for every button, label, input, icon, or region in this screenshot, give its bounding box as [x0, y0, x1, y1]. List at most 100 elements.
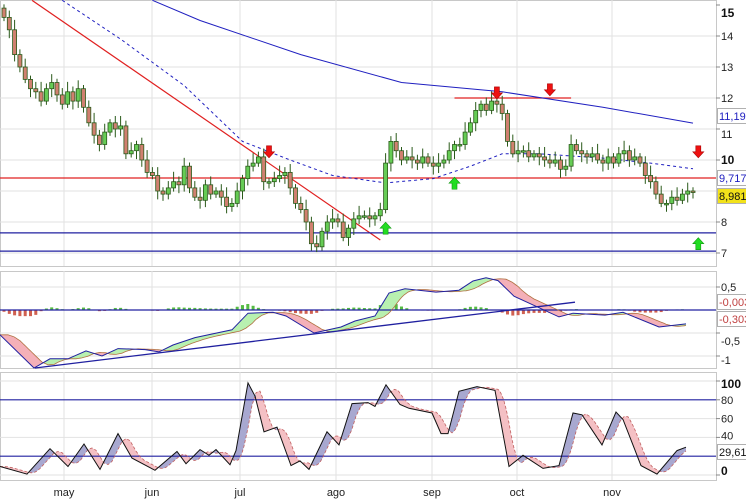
stochastic-fill — [583, 413, 606, 445]
macd-value: -0,003 — [719, 297, 746, 309]
candle — [171, 181, 177, 189]
macd-histogram-bar — [230, 308, 234, 310]
candle — [361, 215, 367, 218]
macd-histogram-bar — [654, 310, 658, 313]
candle — [160, 190, 166, 195]
stochastic-fill — [482, 387, 518, 467]
month-label: oct — [510, 487, 525, 499]
stochastic-k-line — [0, 381, 687, 475]
stochastic-fill — [88, 448, 104, 470]
stochastic-panel — [0, 381, 716, 475]
macd-histogram-bar — [543, 310, 547, 313]
macd-signal-line — [0, 278, 687, 366]
candle — [627, 150, 632, 161]
macd-histogram-bar — [347, 307, 350, 310]
stochastic-fill — [528, 457, 551, 469]
macd-histogram-bar — [400, 306, 403, 310]
candle — [197, 196, 203, 201]
macd-histogram-bar — [18, 310, 22, 317]
candle — [377, 209, 383, 217]
candle — [75, 88, 81, 102]
macd-signal-value-box — [717, 311, 746, 327]
month-label: jun — [144, 487, 160, 499]
macd-histogram-bar — [246, 303, 250, 310]
macd-histogram-bar — [119, 307, 123, 310]
candle — [414, 159, 420, 164]
price-axis-label: 10 — [721, 153, 735, 167]
candle — [330, 218, 336, 223]
candle — [483, 103, 489, 111]
candle — [144, 159, 150, 173]
moving-average-long — [152, 0, 694, 124]
macd-histogram-bar — [659, 310, 663, 313]
candle — [605, 156, 611, 164]
ma-long-value: 11,19 — [719, 111, 746, 123]
stochastic-fill — [104, 433, 123, 465]
candle — [187, 165, 192, 189]
candle — [12, 29, 18, 55]
candle — [367, 215, 373, 220]
candle — [420, 156, 426, 164]
stochastic-fill — [55, 451, 72, 467]
axes: 15 14 13 12 11 10 8 7 0,5 -0,5 -1 100 80 60 40 0 may jun j… — [54, 4, 746, 499]
macd-histogram-bar — [166, 308, 170, 310]
macd-histogram-bar — [474, 306, 478, 310]
stochastic-fill — [606, 412, 623, 440]
macd-axis-label: -0,5 — [721, 336, 740, 348]
candle — [637, 156, 643, 164]
price-axis-label: 8 — [721, 217, 727, 229]
candle — [595, 153, 600, 161]
stochastic-d-line — [0, 386, 687, 474]
ma-long-value-box — [717, 108, 746, 124]
candle — [467, 122, 473, 133]
month-label: may — [54, 487, 75, 499]
candle — [515, 150, 521, 155]
candle — [632, 156, 638, 161]
macd-histogram-bar — [219, 308, 223, 310]
candle — [478, 103, 484, 111]
candle — [531, 153, 537, 158]
candle — [457, 144, 463, 147]
stochastic-fill — [333, 435, 342, 445]
candle — [38, 91, 44, 102]
macd-histogram-bar — [373, 308, 377, 310]
macd-fill — [444, 277, 494, 292]
price-axis-label: 14 — [721, 31, 733, 43]
candle — [266, 181, 272, 184]
macd-fill — [44, 350, 95, 365]
macd-histogram-bar — [288, 310, 292, 313]
macd-histogram-bar — [352, 307, 356, 310]
month-label: nov — [603, 487, 621, 499]
candle — [303, 209, 309, 223]
macd-histogram-bar — [241, 305, 244, 310]
macd-histogram-bar — [55, 308, 59, 310]
macd-histogram-bar — [283, 310, 287, 312]
candle — [558, 159, 563, 170]
macd-histogram-bar — [331, 308, 335, 310]
month-label: ago — [327, 487, 345, 499]
macd-histogram-bar — [527, 310, 531, 314]
macd-signal-value: -0,303 — [719, 314, 746, 326]
candle — [441, 159, 447, 164]
candle — [685, 190, 691, 195]
candle — [261, 156, 267, 183]
candle — [589, 153, 595, 158]
candle — [308, 221, 314, 245]
sell-arrow-icon — [543, 83, 557, 97]
last-price-value: 8,981 — [719, 191, 746, 203]
candle — [28, 79, 33, 90]
macd-histogram-bar — [368, 308, 372, 310]
candle — [340, 221, 346, 238]
sell-arrow-icon — [262, 145, 276, 159]
macd-axis-label: -1 — [721, 355, 731, 367]
candle — [616, 153, 622, 164]
stochastic-fill — [233, 382, 256, 461]
macd-histogram-bar — [299, 310, 303, 314]
price-axis-label: 7 — [721, 248, 727, 260]
candle — [404, 156, 410, 161]
candle — [409, 156, 415, 161]
candle — [102, 131, 108, 145]
macd-histogram-bar — [34, 310, 38, 315]
candle — [542, 156, 547, 161]
macd-histogram-bar — [203, 308, 207, 310]
